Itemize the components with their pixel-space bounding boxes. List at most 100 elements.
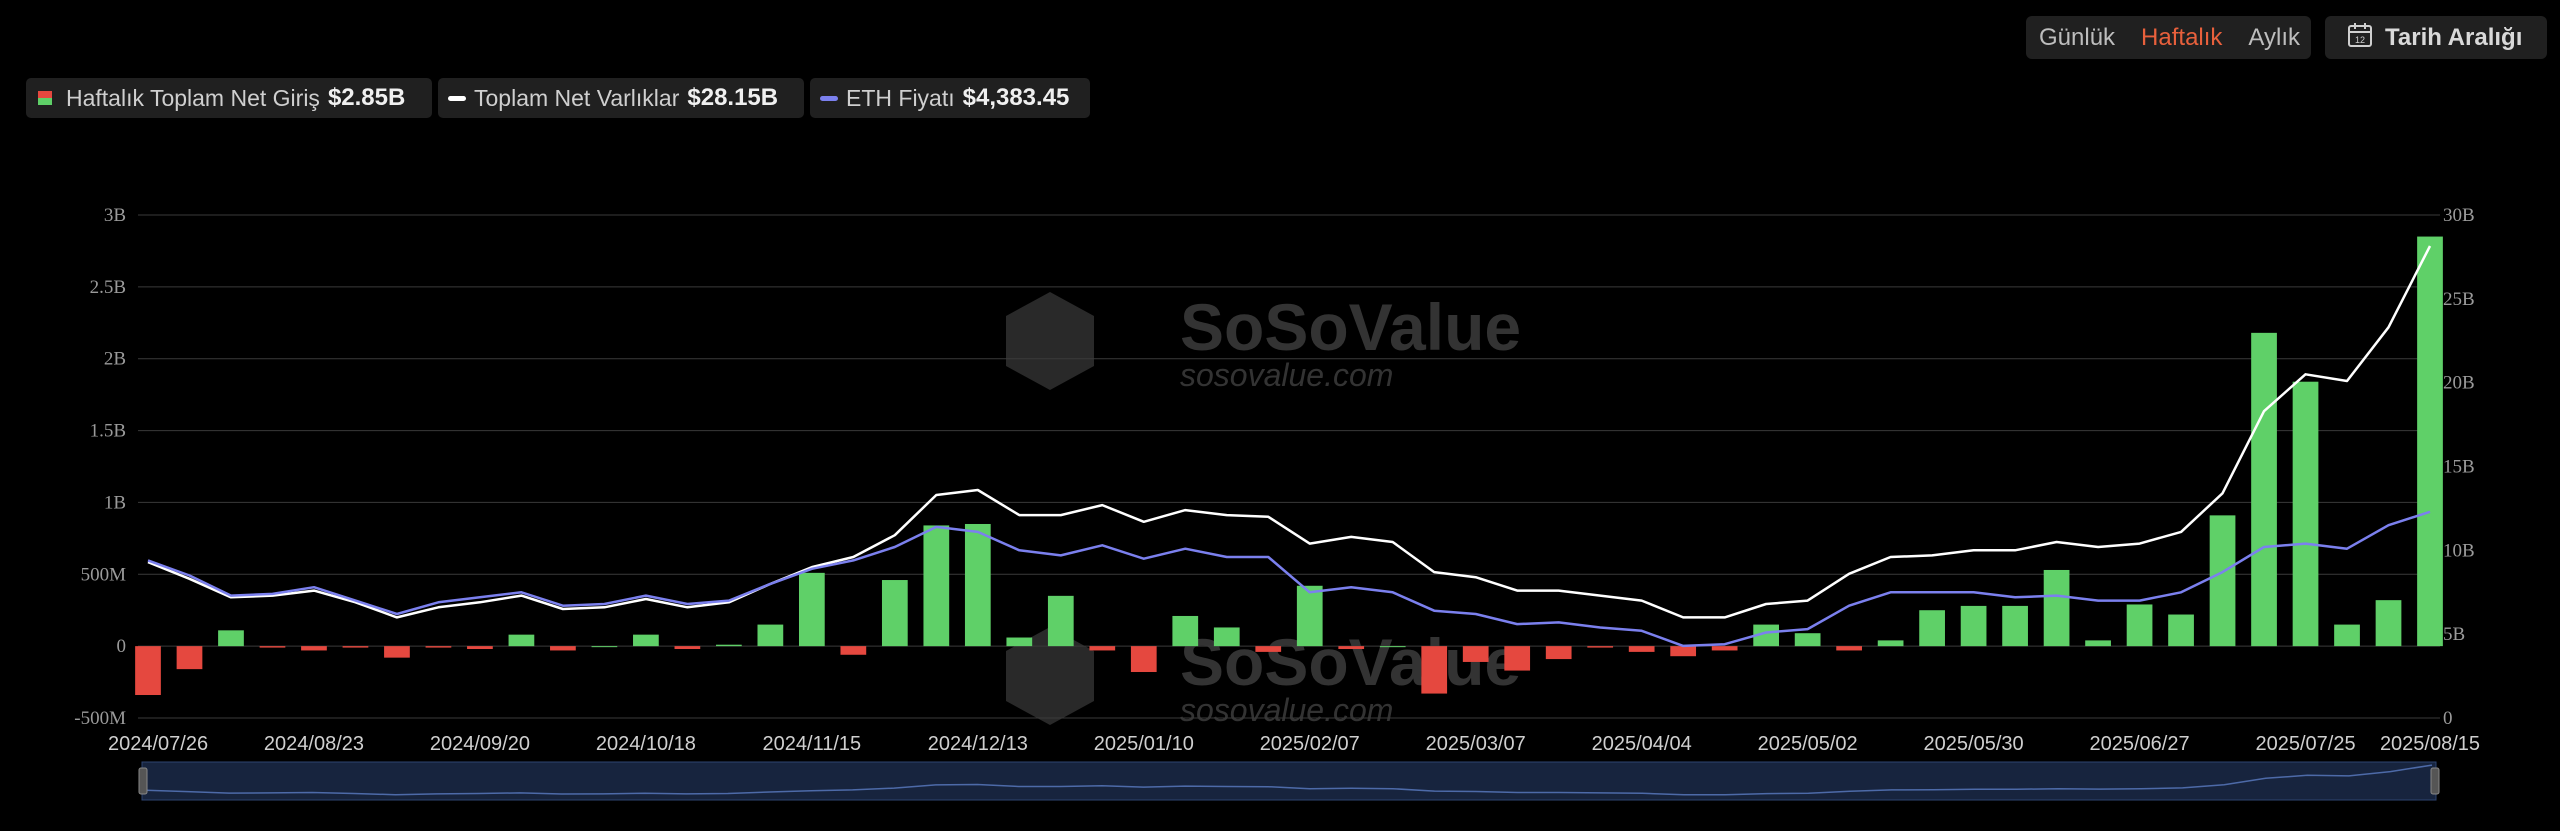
y-tick-label: 10B: [2443, 540, 2475, 561]
y-tick-label: -500M: [74, 708, 126, 729]
bar: [2209, 515, 2236, 647]
timeframe-weekly[interactable]: Haftalık: [2141, 23, 2223, 51]
y-tick-label: 2B: [104, 349, 126, 370]
bar: [1338, 646, 1365, 650]
legend-value: $2.85B: [327, 84, 406, 111]
x-tick-label: 2025/08/15: [2380, 733, 2480, 755]
bar: [798, 572, 825, 647]
bar: [2292, 381, 2319, 647]
bar: [2417, 236, 2443, 647]
bar: [2168, 614, 2194, 647]
bar: [1794, 633, 1821, 647]
bar: [2043, 569, 2070, 647]
calendar-icon: 12: [2347, 22, 2373, 53]
y-tick-label: 3B: [104, 205, 126, 226]
bar: [508, 634, 535, 647]
logo-hexagon: [1006, 627, 1094, 725]
bar: [425, 646, 452, 648]
bar: [2126, 604, 2153, 647]
bar: [342, 646, 369, 648]
y-tick-label: 500M: [81, 564, 127, 585]
x-tick-label: 2024/11/15: [763, 733, 862, 755]
bar: [259, 646, 286, 648]
bar: [218, 630, 244, 647]
bar: [176, 646, 203, 670]
bar: [1504, 646, 1531, 671]
navigator-line: [145, 764, 2433, 796]
navigator-handle-right: [2430, 767, 2440, 795]
bar: [881, 580, 908, 647]
legend-label: ETH Fiyatı: [846, 84, 955, 111]
y-tick-label: 30B: [2443, 205, 2475, 226]
logo-hexagon: [1006, 292, 1094, 390]
sosovalue-logo-icon: [1006, 627, 1094, 725]
bar: [591, 646, 618, 648]
bar: [1047, 595, 1074, 647]
legend-value: $4,383.45: [962, 84, 1070, 111]
bar: [923, 525, 950, 647]
legend-label: Toplam Net Varlıklar: [474, 84, 680, 111]
y-tick-label: 5B: [2443, 624, 2465, 645]
navigator-track: [141, 761, 2437, 801]
x-axis: 2024/07/26 2024/08/23 2024/09/20 2024/10/18…: [108, 733, 2480, 755]
inflow-bars: [135, 236, 2443, 696]
timeframe-monthly[interactable]: Aylık: [2248, 23, 2300, 51]
date-range-label: Tarih Aralığı: [2385, 23, 2523, 51]
series-line: [147, 245, 2432, 619]
bar: [840, 646, 867, 655]
bar: [1089, 646, 1116, 651]
bar: [716, 644, 742, 647]
x-tick-label: 2025/07/25: [2255, 733, 2355, 755]
y-tick-label: 0: [117, 636, 127, 657]
bar: [550, 646, 576, 651]
x-tick-label: 2024/12/13: [928, 733, 1028, 755]
y-tick-label: 2.5B: [90, 277, 126, 298]
legend-item-weekly-net-inflow[interactable]: Haftalık Toplam Net Giriş $2.85B: [26, 78, 432, 118]
bar: [135, 646, 161, 696]
x-tick-label: 2024/09/20: [430, 733, 530, 755]
watermark: SoSoValuesosovalue.comSoSoValuesosovalue…: [1006, 290, 1521, 728]
bar: [2251, 332, 2277, 647]
range-navigator[interactable]: [138, 761, 2440, 801]
date-range-button[interactable]: 12 Tarih Aralığı: [2325, 16, 2547, 59]
bar: [301, 646, 327, 651]
bar: [757, 624, 784, 647]
y-tick-label: 0: [2443, 708, 2453, 729]
bar: [1213, 627, 1240, 647]
legend-swatch-bar: [38, 91, 52, 105]
x-tick-label: 2025/04/04: [1592, 733, 1692, 755]
x-tick-label: 2024/10/18: [596, 733, 696, 755]
bar: [1670, 646, 1697, 657]
svg-text:12: 12: [2355, 35, 2365, 45]
bar: [384, 646, 410, 658]
watermark-url: sosovalue.com: [1180, 357, 1393, 393]
y-axis-left: -500M 0 500M 1B 1.5B 2B 2.5B 3B: [74, 205, 126, 729]
x-tick-label: 2025/05/02: [1758, 733, 1858, 755]
bar: [467, 646, 493, 650]
bar: [1296, 585, 1323, 647]
legend-swatch-line: [820, 95, 838, 101]
legend-item-total-net-assets[interactable]: Toplam Net Varlıklar $28.15B: [438, 78, 804, 118]
bar: [1753, 624, 1780, 647]
timeframe-daily[interactable]: Günlük: [2039, 23, 2116, 51]
x-tick-label: 2025/03/07: [1426, 733, 1526, 755]
bar: [1006, 637, 1033, 647]
bar: [964, 523, 991, 647]
legend-swatch-line: [448, 95, 466, 101]
legend-item-eth-price[interactable]: ETH Fiyatı $4,383.45: [810, 78, 1090, 118]
x-tick-label: 2025/02/07: [1260, 733, 1360, 755]
x-tick-label: 2025/06/27: [2090, 733, 2190, 755]
series-line: [147, 510, 2431, 648]
x-tick-label: 2025/05/30: [1924, 733, 2024, 755]
bar: [2002, 605, 2028, 647]
x-tick-label: 2024/08/23: [264, 733, 364, 755]
bar: [1421, 646, 1448, 694]
bar: [1255, 646, 1282, 652]
bar: [2085, 640, 2111, 647]
legend-value: $28.15B: [687, 84, 779, 111]
bar: [674, 646, 701, 650]
bar: [1960, 605, 1987, 647]
bar: [1877, 640, 1904, 647]
bar: [1130, 646, 1157, 673]
watermark-brand: SoSoValue: [1180, 290, 1521, 364]
